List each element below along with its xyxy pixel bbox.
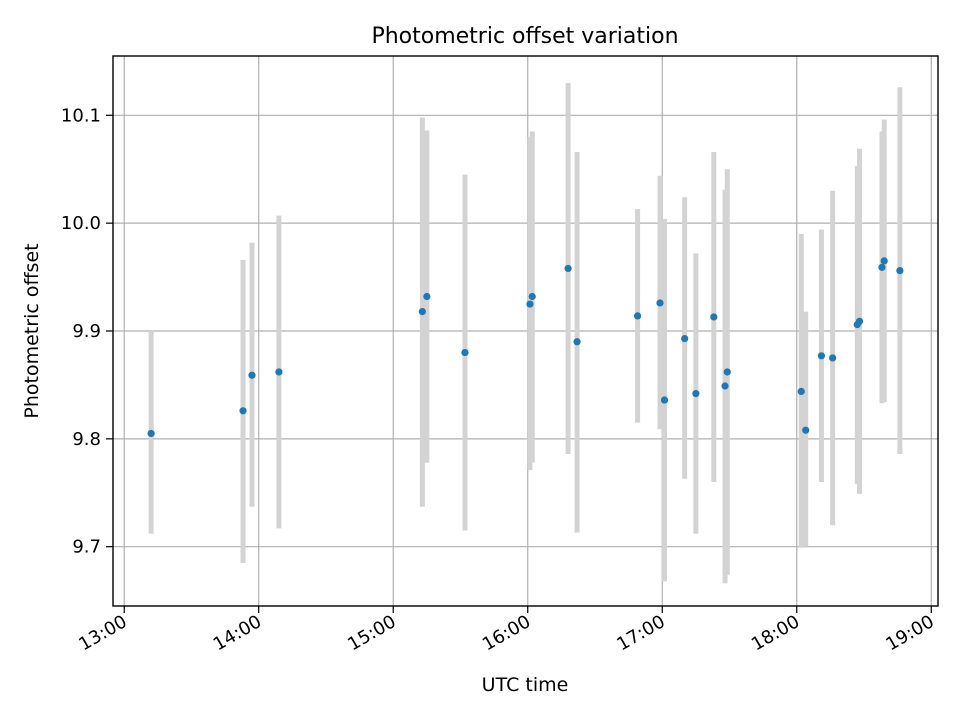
data-point [721, 382, 729, 390]
y-tick-label: 9.8 [72, 429, 101, 450]
y-axis-label: Photometric offset [21, 243, 43, 418]
data-point [147, 429, 155, 438]
data-point [526, 300, 534, 308]
data-point [239, 407, 247, 415]
data-point [573, 338, 581, 346]
data-point [692, 389, 700, 398]
data-point [660, 396, 669, 404]
data-point [802, 426, 810, 434]
data-point [880, 257, 888, 265]
data-point [248, 371, 256, 379]
data-point [633, 312, 642, 320]
data-point [528, 292, 536, 301]
y-tick-label: 9.7 [72, 537, 101, 558]
chart-title: Photometric offset variation [371, 24, 678, 49]
y-tick-label: 10.0 [61, 213, 101, 234]
x-axis-label: UTC time [482, 674, 569, 696]
data-point [656, 299, 664, 307]
y-tick-label: 9.9 [72, 321, 101, 342]
y-tick-label: 10.1 [61, 105, 101, 126]
data-point [896, 267, 904, 275]
data-point [275, 368, 283, 376]
data-point [817, 352, 826, 360]
data-point [878, 263, 886, 271]
point-layer [147, 257, 904, 438]
data-point [418, 307, 426, 316]
data-point [710, 313, 718, 321]
data-point [855, 317, 864, 325]
data-point [829, 354, 837, 362]
data-point [461, 348, 469, 357]
data-point [723, 368, 731, 376]
data-point [681, 334, 689, 343]
data-point [564, 264, 572, 273]
data-point [423, 292, 431, 301]
data-point [797, 387, 805, 395]
